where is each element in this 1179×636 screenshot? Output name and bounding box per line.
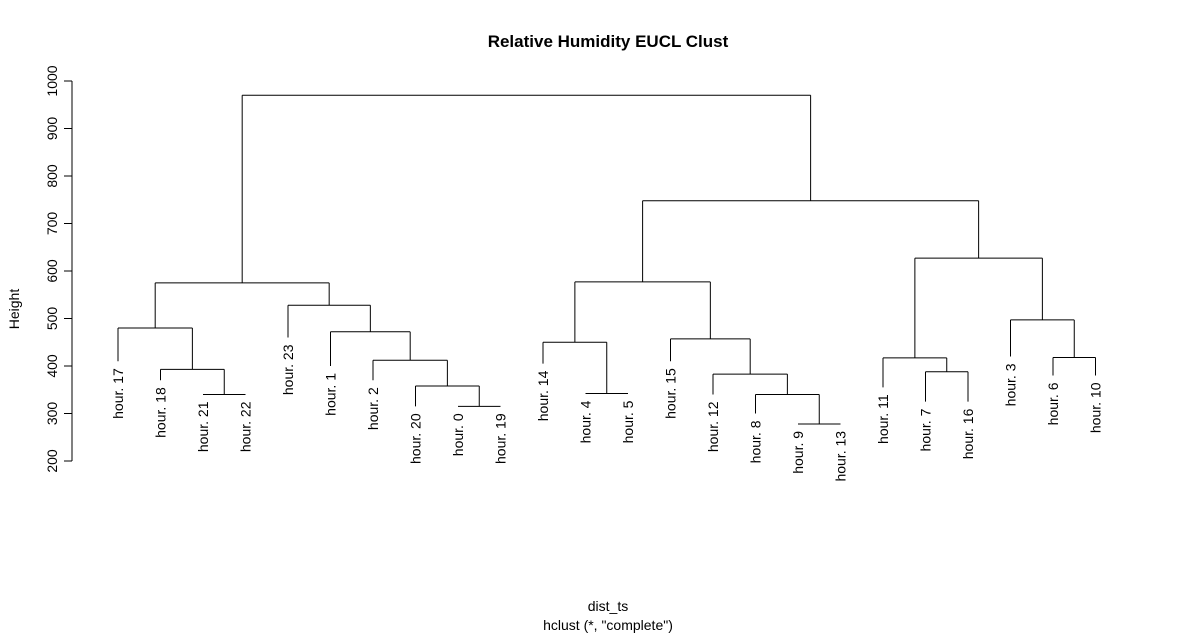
leaf-label: hour. 20 bbox=[408, 413, 424, 464]
y-tick-label: 500 bbox=[44, 307, 60, 331]
dendrogram-tree bbox=[117, 94, 1096, 425]
leaf-label: hour. 14 bbox=[535, 370, 551, 421]
leaf-label: hour. 7 bbox=[918, 408, 934, 451]
leaf-labels: hour. 17 hour. 18 hour. 21 hour. 22 hour. 23… bbox=[110, 344, 1104, 481]
leaf-label: hour. 0 bbox=[450, 413, 466, 456]
leaf-label: hour. 19 bbox=[493, 413, 509, 464]
leaf-label: hour. 23 bbox=[280, 344, 296, 395]
leaf-label: hour. 11 bbox=[875, 394, 891, 444]
leaf-label: hour. 18 bbox=[153, 387, 169, 438]
x-axis-label: dist_ts bbox=[588, 598, 628, 614]
leaf-label: hour. 10 bbox=[1088, 382, 1104, 433]
leaf-label: hour. 21 bbox=[195, 401, 211, 452]
leaf-label: hour. 8 bbox=[748, 420, 764, 463]
leaf-label: hour. 17 bbox=[110, 368, 126, 419]
y-tick-label: 600 bbox=[44, 259, 60, 283]
leaf-label: hour. 9 bbox=[790, 431, 806, 474]
leaf-label: hour. 15 bbox=[663, 368, 679, 419]
y-tick-label: 1000 bbox=[44, 65, 60, 96]
y-tick-label: 300 bbox=[44, 402, 60, 426]
leaf-label: hour. 3 bbox=[1003, 363, 1019, 406]
chart-title: Relative Humidity EUCL Clust bbox=[488, 32, 729, 51]
leaf-label: hour. 16 bbox=[960, 408, 976, 459]
y-tick-label: 700 bbox=[44, 212, 60, 236]
method-label: hclust (*, "complete") bbox=[543, 617, 673, 633]
y-axis-label: Height bbox=[6, 289, 22, 330]
leaf-label: hour. 12 bbox=[705, 401, 721, 452]
leaf-label: hour. 1 bbox=[323, 373, 339, 416]
leaf-label: hour. 13 bbox=[833, 431, 849, 482]
y-tick-label: 200 bbox=[44, 449, 60, 473]
leaf-label: hour. 4 bbox=[578, 400, 594, 443]
leaf-label: hour. 2 bbox=[365, 387, 381, 430]
y-axis: 200 300 400 500 600 700 800 900 1000 bbox=[44, 65, 73, 473]
leaf-label: hour. 6 bbox=[1045, 382, 1061, 425]
y-tick-label: 800 bbox=[44, 164, 60, 188]
leaf-label: hour. 5 bbox=[620, 400, 636, 443]
y-tick-label: 900 bbox=[44, 117, 60, 141]
y-tick-label: 400 bbox=[44, 354, 60, 378]
leaf-label: hour. 22 bbox=[238, 401, 254, 452]
